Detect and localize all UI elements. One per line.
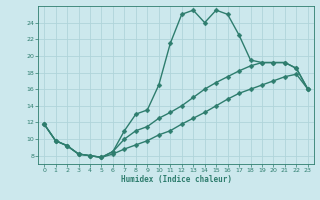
X-axis label: Humidex (Indice chaleur): Humidex (Indice chaleur) bbox=[121, 175, 231, 184]
